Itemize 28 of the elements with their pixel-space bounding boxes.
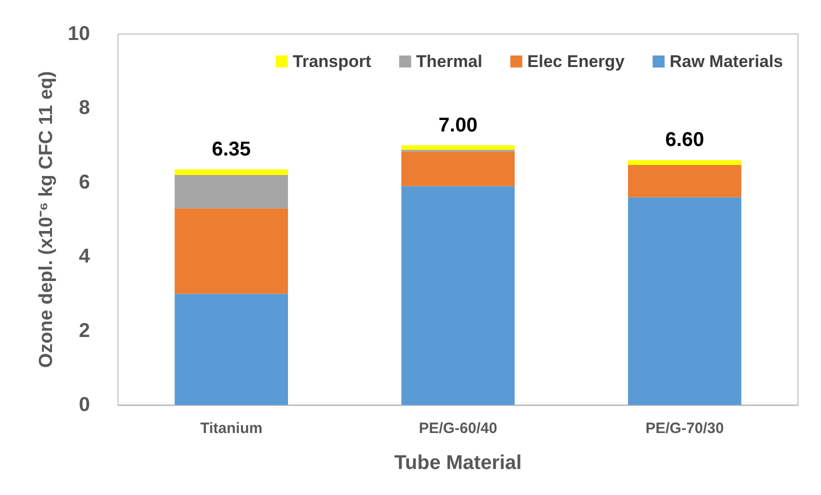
bar (401, 145, 515, 150)
y-axis-title: Ozone depl. (x10⁻⁶ kg CFC 11 eq) (36, 71, 57, 368)
bar (174, 169, 288, 175)
bar (628, 164, 742, 198)
y-tick-label: 0 (78, 394, 90, 416)
bar (401, 186, 515, 405)
bar (174, 174, 288, 208)
legend-label: Transport (292, 52, 372, 71)
total-label: 6.35 (212, 138, 251, 160)
bar (174, 294, 288, 405)
legend-label: Elec Energy (527, 52, 626, 71)
y-tick-label: 6 (78, 171, 90, 194)
y-tick-label: 10 (68, 23, 90, 45)
bar (628, 197, 742, 405)
x-axis-title: Tube Material (394, 452, 522, 474)
x-tick-label: PE/G-70/30 (645, 420, 724, 437)
y-tick-label: 8 (78, 97, 90, 120)
legend-label: Raw Materials (670, 52, 784, 71)
bar (401, 152, 515, 186)
y-tick-label: 2 (78, 320, 90, 342)
bar (174, 208, 288, 294)
legend-label: Thermal (416, 52, 482, 71)
bar (628, 160, 742, 165)
total-label: 7.00 (438, 114, 478, 136)
x-tick-label: Titanium (200, 420, 262, 437)
y-tick-label: 4 (78, 246, 91, 268)
x-tick-label: PE/G-60/40 (418, 420, 498, 437)
total-label: 6.60 (665, 129, 704, 152)
